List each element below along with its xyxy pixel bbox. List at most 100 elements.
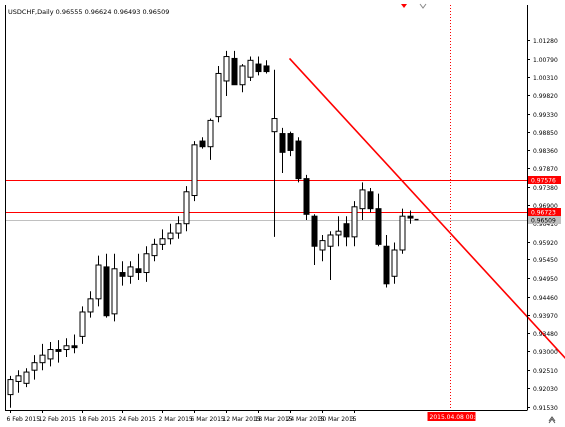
- candle-body: [303, 178, 310, 215]
- candle-body: [175, 223, 182, 234]
- candle: [287, 131, 294, 157]
- candle: [359, 182, 366, 220]
- chart-title: USDCHF,Daily 0.96555 0.96624 0.96493 0.9…: [8, 8, 169, 16]
- candle: [271, 69, 278, 237]
- price-label: 0.96509: [531, 218, 556, 225]
- candle: [151, 238, 158, 262]
- candle: [335, 216, 342, 247]
- candle-body: [367, 191, 374, 210]
- corner-resize-icon[interactable]: [548, 416, 556, 424]
- candle-body: [111, 268, 118, 315]
- candle: [143, 246, 150, 282]
- candle-body: [191, 144, 198, 197]
- y-tick-label: 0.99820: [533, 93, 558, 100]
- scale-marker-icon[interactable]: [419, 3, 427, 9]
- candle-body: [239, 65, 246, 86]
- candle: [215, 65, 222, 123]
- candle-body: [135, 268, 142, 274]
- price-label-box: [528, 208, 561, 216]
- candle: [343, 216, 350, 247]
- trendline-layer: [288, 57, 565, 362]
- candle: [111, 253, 118, 322]
- candle: [71, 334, 78, 354]
- candle: [191, 141, 198, 202]
- candle: [295, 137, 302, 183]
- x-tick-label: 6 Feb 2015: [7, 416, 41, 423]
- price-label-box: [528, 216, 561, 224]
- candle-body: [311, 215, 318, 247]
- y-tick-label: 0.98360: [533, 148, 558, 155]
- y-tick-label: 0.97380: [533, 185, 558, 192]
- y-axis-ticks: 1.01280 1.00790 1.00310 0.99820 0.99330 0.988…: [527, 38, 558, 412]
- candle-body: [391, 249, 398, 277]
- candle: [79, 306, 86, 344]
- candle-body: [63, 345, 70, 351]
- candle: [55, 340, 62, 363]
- candle-body: [207, 119, 214, 148]
- cursor-date-label: 2015.04.08 00:00: [430, 414, 484, 421]
- candle: [223, 50, 230, 96]
- candle-body: [215, 72, 222, 118]
- candle-body: [231, 57, 238, 86]
- x-tick-label: 12 Mar 2015: [223, 416, 261, 423]
- candle-body: [71, 345, 78, 349]
- horizontal-levels: [5, 180, 527, 221]
- candle: [103, 253, 110, 318]
- candle: [47, 342, 54, 367]
- candle: [327, 231, 334, 281]
- candle: [63, 338, 70, 358]
- candle-body: [383, 245, 390, 285]
- candle-body: [327, 234, 334, 247]
- candle-body: [79, 311, 86, 337]
- candle: [399, 208, 406, 254]
- y-tick-label: 0.95450: [533, 257, 558, 264]
- y-tick-label: 0.97870: [533, 166, 558, 173]
- x-tick-label: 24 Mar 2015: [287, 416, 325, 423]
- candle: [23, 368, 30, 388]
- candle: [375, 193, 382, 247]
- candle-body: [87, 298, 94, 313]
- candle-body: [183, 191, 190, 225]
- price-label: 0.96723: [531, 210, 556, 217]
- x-tick-label: 30 Mar 2015: [319, 416, 357, 423]
- candle: [311, 214, 318, 266]
- price-label: 0.97576: [531, 178, 556, 185]
- y-tick-label: 0.92510: [533, 368, 558, 375]
- candle-body: [263, 65, 270, 73]
- candle-body: [55, 349, 62, 352]
- price-label-box: [528, 176, 561, 184]
- candle-body: [151, 243, 158, 257]
- candle: [31, 355, 38, 380]
- cursor-date-box: [427, 412, 476, 421]
- y-tick-label: 1.00790: [533, 57, 558, 64]
- y-tick-label: 0.99330: [533, 112, 558, 119]
- x-tick-label: 12 Feb 2015: [39, 416, 77, 423]
- x-tick-label: 24 Feb 2015: [119, 416, 157, 423]
- shift-marker-icon[interactable]: [401, 4, 407, 8]
- candle: [135, 253, 142, 281]
- candle-body: [287, 133, 294, 151]
- candle-body: [127, 266, 134, 277]
- candle-body: [335, 230, 342, 236]
- candle: [39, 343, 46, 371]
- y-tick-label: 0.95920: [533, 240, 558, 247]
- candle-body: [23, 371, 30, 384]
- candle: [247, 56, 254, 81]
- candle-body: [223, 56, 230, 82]
- candle-body: [271, 118, 278, 133]
- x-tick-label: 2 Mar 2015: [159, 416, 193, 423]
- trendline[interactable]: [288, 57, 565, 362]
- candle-body: [279, 133, 286, 153]
- candles: [7, 50, 414, 408]
- candle: [167, 223, 174, 245]
- y-tick-label: 0.94950: [533, 276, 558, 283]
- x-tick-label: 18 Mar 2015: [255, 416, 293, 423]
- candle-body: [319, 240, 326, 251]
- y-tick-label: 0.93000: [533, 349, 558, 356]
- candle: [351, 201, 358, 247]
- candle-body: [143, 253, 150, 274]
- candle-body: [15, 375, 22, 382]
